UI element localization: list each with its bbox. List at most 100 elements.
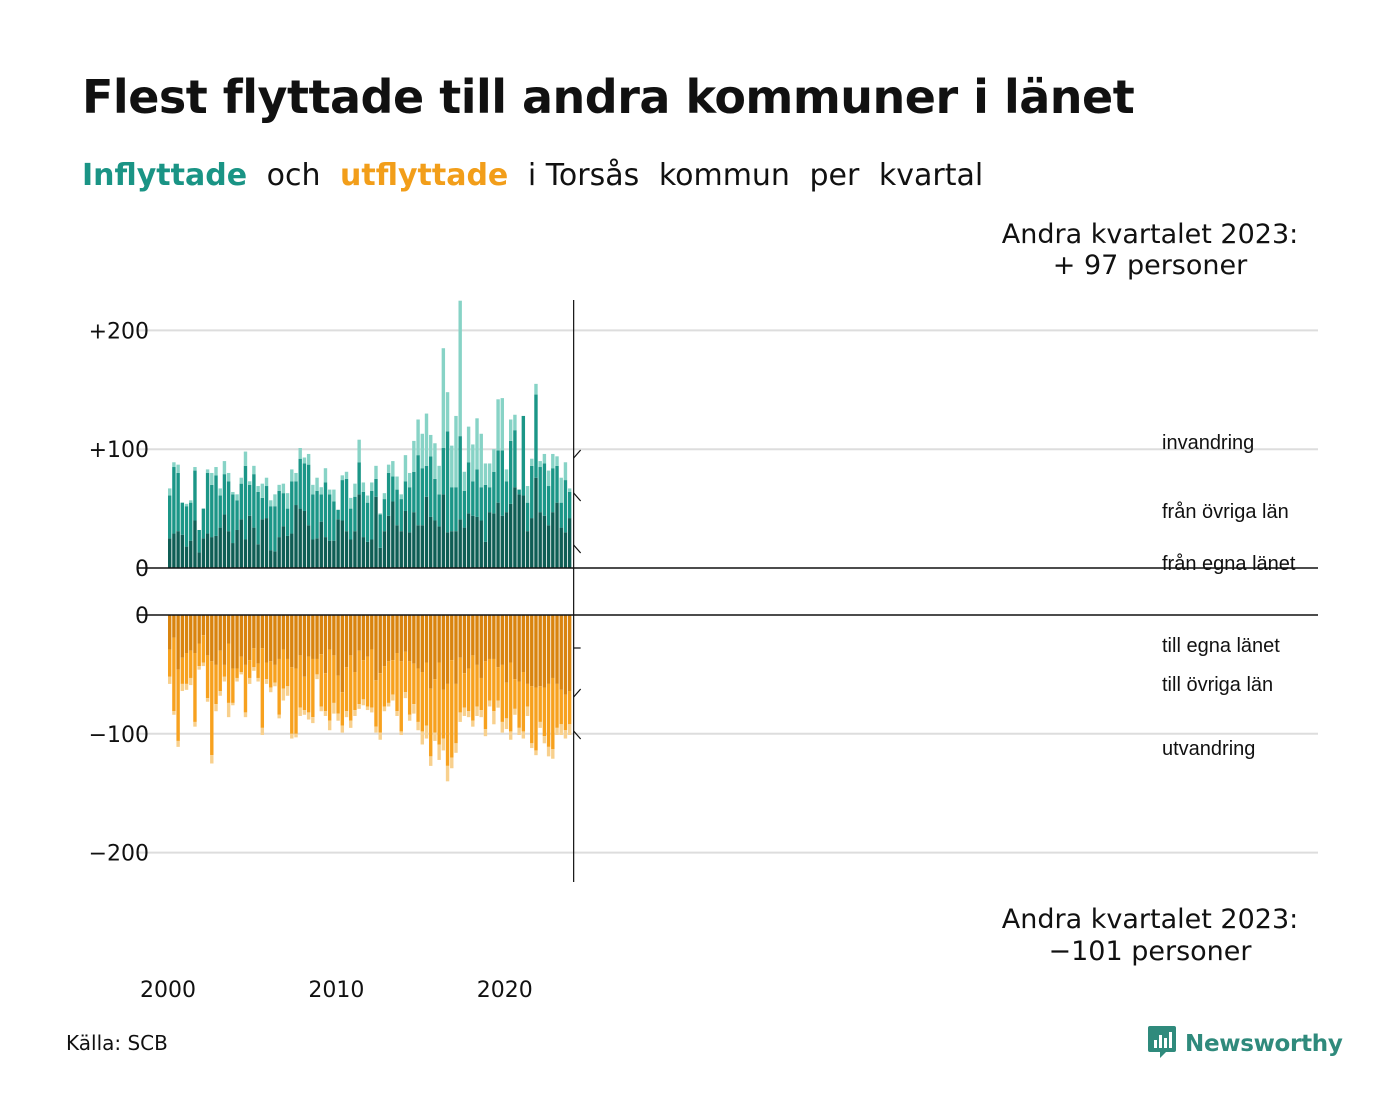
bar-in-own-county xyxy=(172,533,176,568)
bar-in-immigration xyxy=(487,463,492,488)
bar-in-other-counties xyxy=(336,509,340,520)
subtitle-rest-4: kvartal xyxy=(878,158,984,193)
bar-out-own-county xyxy=(496,615,500,668)
bar-in-other-counties xyxy=(445,431,450,533)
bar-in-own-county xyxy=(285,535,290,568)
bar-in-immigration xyxy=(504,469,509,482)
bar-out-other-counties xyxy=(563,694,568,731)
bar-in-immigration xyxy=(332,489,336,502)
bar-out-emigration xyxy=(538,721,542,728)
bar-in-other-counties xyxy=(340,480,345,521)
bar-out-emigration xyxy=(243,712,248,718)
newsworthy-logo-icon xyxy=(1147,1024,1177,1064)
bar-out-emigration xyxy=(546,746,551,757)
bar-out-emigration xyxy=(534,750,538,756)
bar-in-other-counties xyxy=(311,494,315,540)
bar-out-emigration xyxy=(450,757,454,769)
bar-out-other-counties xyxy=(302,676,307,711)
bar-in-own-county xyxy=(239,519,243,568)
bar-in-immigration xyxy=(239,477,243,484)
bar-in-own-county xyxy=(294,505,298,568)
bar-out-own-county xyxy=(189,615,193,651)
bar-in-immigration xyxy=(231,491,235,495)
bar-in-own-county xyxy=(450,531,454,568)
bar-in-other-counties xyxy=(382,499,387,532)
bar-in-own-county xyxy=(214,535,218,568)
bar-out-emigration xyxy=(311,717,315,724)
source-label: Källa: SCB xyxy=(66,1031,168,1055)
bar-out-emigration xyxy=(172,711,176,715)
bar-out-emigration xyxy=(378,732,382,740)
annotation-bottom-line1: Andra kvartalet 2023: xyxy=(1002,904,1298,935)
bar-out-own-county xyxy=(210,615,214,662)
bar-out-own-county xyxy=(450,615,454,661)
bar-out-own-county xyxy=(466,615,471,669)
bar-out-emigration xyxy=(168,676,172,684)
bar-in-other-counties xyxy=(277,490,281,538)
bar-in-other-counties xyxy=(290,481,294,534)
bar-out-own-county xyxy=(521,615,526,673)
bar-in-immigration xyxy=(403,455,408,482)
bar-out-emigration xyxy=(344,711,349,718)
bar-in-other-counties xyxy=(344,478,349,532)
bar-out-emigration xyxy=(420,731,424,745)
bar-in-own-county xyxy=(218,527,222,568)
bar-in-immigration xyxy=(294,472,298,482)
bar-out-emigration xyxy=(416,721,420,731)
bar-out-own-county xyxy=(260,615,265,649)
x-tick-label: 2010 xyxy=(308,978,364,1003)
bar-in-immigration xyxy=(437,465,441,495)
bar-out-own-county xyxy=(365,615,370,657)
bar-out-own-county xyxy=(239,615,243,657)
brand[interactable]: Newsworthy xyxy=(1147,1024,1343,1064)
bar-in-immigration xyxy=(189,500,193,503)
bar-out-other-counties xyxy=(386,661,391,703)
bar-in-immigration xyxy=(235,494,239,501)
subtitle-rest-1: i Torsås xyxy=(527,158,640,193)
bar-in-other-counties xyxy=(496,450,500,503)
bar-in-own-county xyxy=(205,533,210,568)
bar-in-own-county xyxy=(445,532,450,568)
bar-out-emigration xyxy=(399,731,403,735)
bar-in-immigration xyxy=(260,483,265,498)
bar-in-own-county xyxy=(256,544,260,568)
bar-in-immigration xyxy=(264,477,269,487)
bar-in-own-county xyxy=(500,515,504,568)
bar-in-other-counties xyxy=(567,491,572,519)
bar-in-other-counties xyxy=(210,484,214,538)
bar-out-own-county xyxy=(319,615,323,655)
bar-out-emigration xyxy=(374,726,378,733)
bar-in-own-county xyxy=(530,518,534,568)
bar-in-immigration xyxy=(555,456,559,466)
bar-out-emigration xyxy=(214,704,218,712)
bar-out-emigration xyxy=(407,714,412,721)
bar-in-immigration xyxy=(433,443,437,479)
bar-out-other-counties xyxy=(441,689,446,739)
bar-in-own-county xyxy=(235,529,239,568)
bar-out-own-county xyxy=(429,615,433,689)
bar-out-own-county xyxy=(235,615,239,669)
bar-out-emigration xyxy=(462,707,467,716)
bar-in-immigration xyxy=(378,513,382,515)
bar-in-other-counties xyxy=(365,502,370,542)
bar-out-other-counties xyxy=(201,635,206,663)
bar-in-other-counties xyxy=(353,496,357,532)
bar-in-other-counties xyxy=(407,487,412,533)
bar-in-immigration xyxy=(285,493,290,509)
bar-out-emigration xyxy=(475,706,479,716)
bar-in-other-counties xyxy=(424,465,429,497)
bar-in-immigration xyxy=(496,399,500,451)
bar-out-emigration xyxy=(247,677,252,684)
bar-in-own-county xyxy=(525,531,530,568)
bar-out-emigration xyxy=(332,702,336,714)
bar-out-other-counties xyxy=(365,656,370,707)
bar-in-own-county xyxy=(222,514,227,568)
bar-out-other-counties xyxy=(437,662,441,745)
bar-out-other-counties xyxy=(475,664,479,707)
bar-out-other-counties xyxy=(260,648,265,728)
bar-out-emigration xyxy=(429,756,433,766)
bar-out-own-county xyxy=(559,615,563,690)
bar-out-own-county xyxy=(555,615,559,684)
bar-out-emigration xyxy=(260,727,265,735)
bar-out-emigration xyxy=(559,724,563,735)
